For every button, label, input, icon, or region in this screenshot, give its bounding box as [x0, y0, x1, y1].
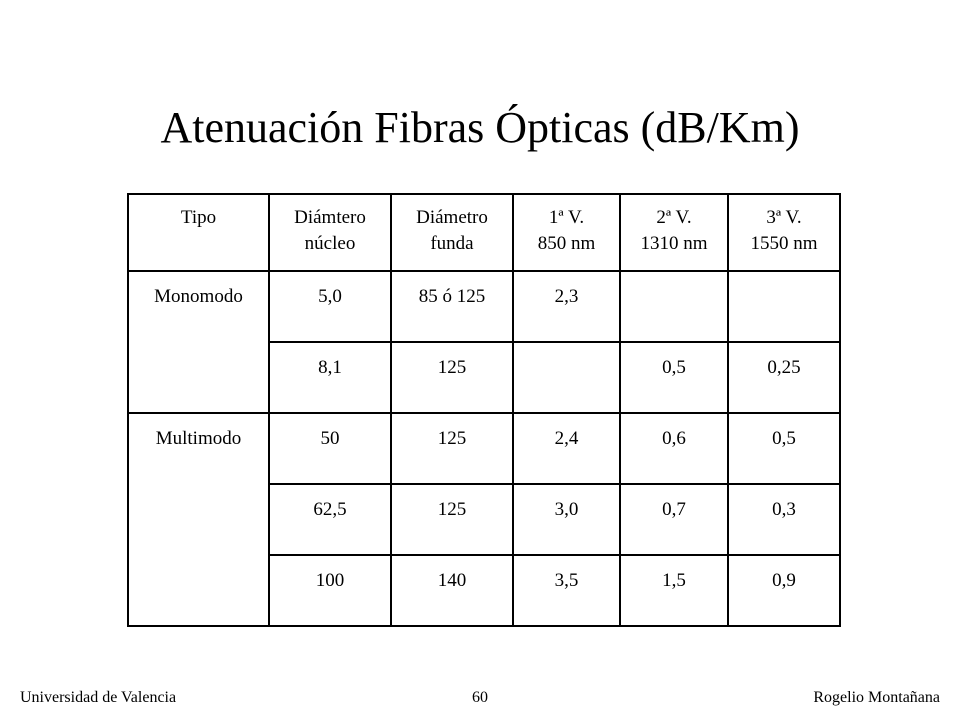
header-cell: Diámtero núcleo	[268, 193, 392, 272]
table-cell: 3,5	[512, 554, 621, 627]
table-body: Tipo Diámtero núcleo Diámetro funda 1ª V. 8…	[127, 193, 841, 627]
table-cell: 0,6	[619, 412, 729, 485]
table-cell	[619, 270, 729, 343]
table-cell: 140	[390, 554, 514, 627]
table-cell: 125	[390, 483, 514, 556]
table-row: 100 140 3,5 1,5 0,9	[128, 554, 841, 627]
table-row: 62,5 125 3,0 0,7 0,3	[128, 483, 841, 556]
table-cell: 0,9	[727, 554, 841, 627]
table-cell: 5,0	[268, 270, 392, 343]
type-cell: Monomodo	[127, 270, 270, 414]
table-cell: 62,5	[268, 483, 392, 556]
header-cell: Tipo	[127, 193, 270, 272]
table-cell: 3,0	[512, 483, 621, 556]
table-cell: 50	[268, 412, 392, 485]
page-number: 60	[472, 689, 488, 706]
table-cell: 0,25	[727, 341, 841, 414]
table-row: Monomodo 5,0 85 ó 125 2,3	[127, 270, 841, 414]
table-cell: 2,4	[512, 412, 621, 485]
footer-right: Rogelio Montañana	[813, 689, 940, 706]
slide-title: Atenuación Fibras Ópticas (dB/Km)	[160, 103, 800, 152]
header-row: Tipo Diámtero núcleo Diámetro funda 1ª V. 8…	[127, 193, 841, 272]
table-cell: 125	[390, 341, 514, 414]
table-cell: 0,5	[619, 341, 729, 414]
table-cell	[512, 341, 621, 414]
table-cell: 0,7	[619, 483, 729, 556]
table-cell: 0,3	[727, 483, 841, 556]
header-cell: Diámetro funda	[390, 193, 514, 272]
table-row: Multimodo 50 125 2,4 0,6 0,5	[127, 412, 841, 627]
table-cell: 85 ó 125	[390, 270, 514, 343]
table-cell: 1,5	[619, 554, 729, 627]
table-row: 8,1 125 0,5 0,25	[128, 341, 841, 414]
attenuation-table: Tipo Diámtero núcleo Diámetro funda 1ª V. 8…	[127, 193, 841, 627]
footer-left: Universidad de Valencia	[20, 689, 177, 706]
table-cell: 125	[390, 412, 514, 485]
header-cell: 2ª V. 1310 nm	[619, 193, 729, 272]
type-cell: Multimodo	[127, 412, 270, 627]
header-cell: 1ª V. 850 nm	[512, 193, 621, 272]
header-cell: 3ª V. 1550 nm	[727, 193, 841, 272]
table-cell: 0,5	[727, 412, 841, 485]
table-cell	[727, 270, 841, 343]
table-cell: 100	[268, 554, 392, 627]
table-cell: 8,1	[268, 341, 392, 414]
table-cell: 2,3	[512, 270, 621, 343]
